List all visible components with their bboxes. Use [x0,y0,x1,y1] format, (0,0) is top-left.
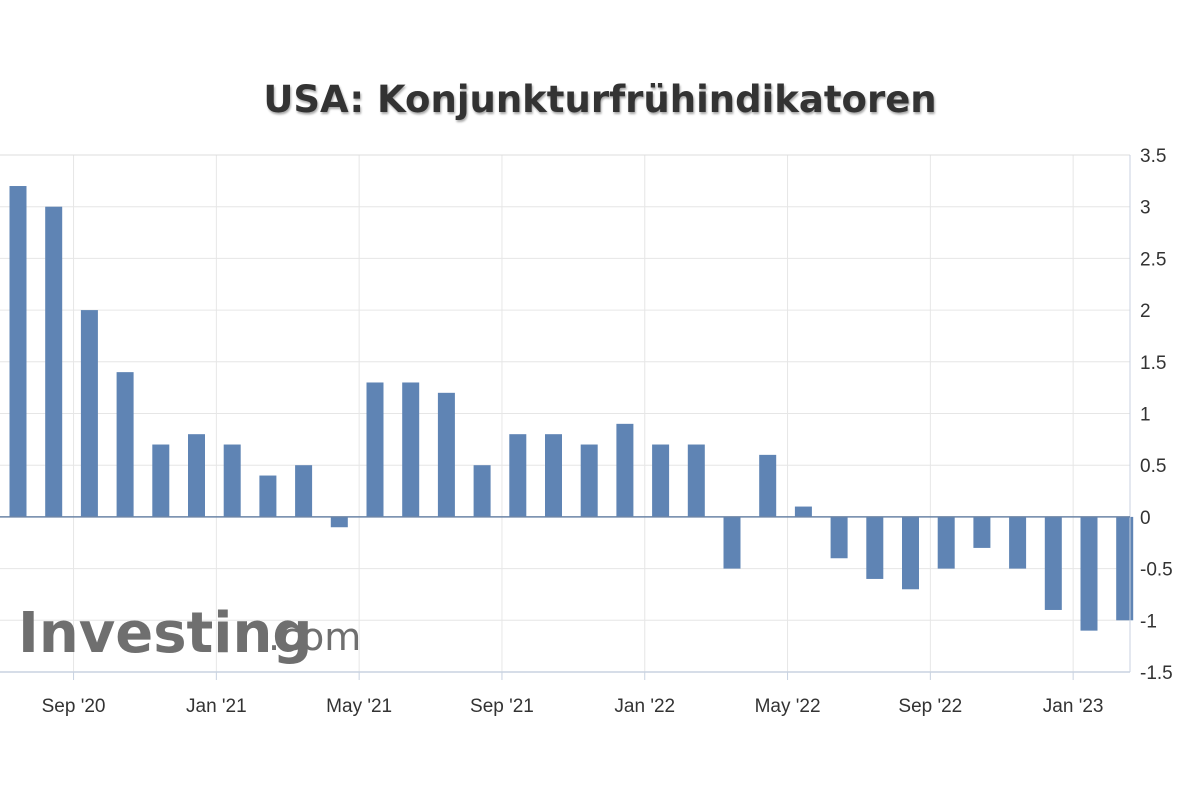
bar [723,516,741,569]
investing-logo-watermark: Investing .com [18,601,361,666]
grid-lines [0,154,1130,673]
x-tick-label: May '22 [755,696,821,717]
y-tick-label: 0.5 [1140,456,1166,477]
watermark-suffix-text: .com [268,615,361,659]
bar [616,423,634,517]
x-tick-label: Sep '21 [470,696,534,717]
bar [116,372,134,517]
bar [295,465,313,517]
axes [0,154,1131,680]
bar [366,382,384,517]
bar [580,444,598,517]
bar [152,444,170,517]
x-tick-label: May '21 [326,696,392,717]
y-tick-label: -1 [1140,611,1157,632]
bar [652,444,670,517]
bar [937,516,955,569]
bar [223,444,241,517]
x-tick-label: Jan '22 [614,696,675,717]
bar [473,465,491,517]
y-tick-label: 2.5 [1140,249,1166,270]
bar [830,516,848,559]
x-tick-label: Sep '20 [42,696,106,717]
x-axis-tick-labels: Sep '20 Jan '21 May '21 Sep '21 Jan '22 May '… [42,696,1104,717]
bar [1116,516,1134,621]
bar [794,506,812,517]
y-tick-label: 0 [1140,508,1151,529]
x-tick-label: Jan '21 [186,696,247,717]
y-tick-label: 3 [1140,198,1151,219]
y-tick-label: -0.5 [1140,560,1173,581]
x-tick-label: Jan '23 [1043,696,1104,717]
y-tick-label: 1.5 [1140,353,1166,374]
bar [1080,516,1098,631]
bar [509,434,527,517]
bar [80,310,98,517]
bar [1044,516,1062,610]
bar [402,382,420,517]
y-tick-label: 3.5 [1140,146,1166,167]
bar [1009,516,1027,569]
bar [188,434,205,517]
bar [902,516,919,590]
bar [866,516,884,579]
watermark-main-text: Investing [18,601,312,666]
bar [759,454,777,517]
bar [259,475,277,517]
bar [9,186,27,517]
y-tick-label: 2 [1140,301,1151,322]
bar [437,392,455,517]
y-tick-label: 1 [1140,405,1151,426]
bar [687,444,705,517]
bar [545,434,562,517]
bar [973,516,991,548]
chart-title: USA: Konjunkturfrühindikatoren [263,78,937,121]
bars [9,186,1134,631]
bar [45,206,63,517]
y-tick-label: -1.5 [1140,663,1173,684]
y-axis-tick-labels: 3.5 3 2.5 2 1.5 1 0.5 0 -0.5 -1 -1.5 [1140,146,1173,684]
bar [330,516,348,528]
x-tick-label: Sep '22 [898,696,962,717]
